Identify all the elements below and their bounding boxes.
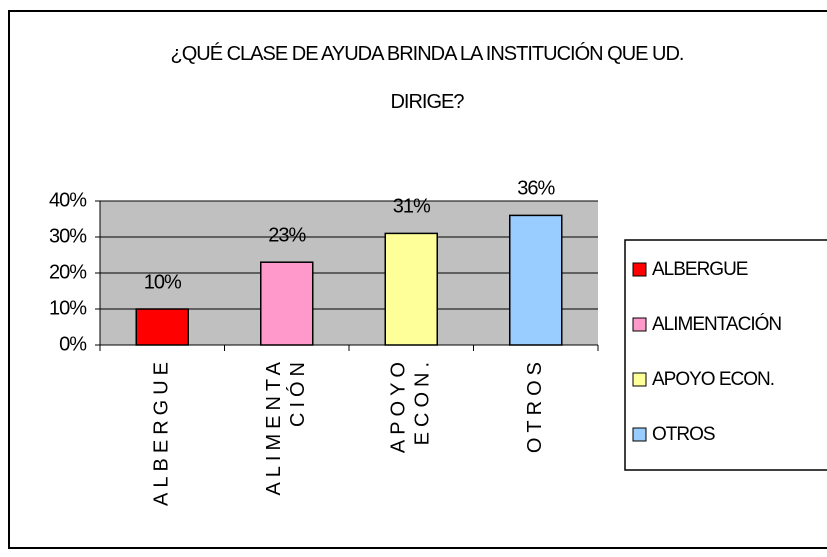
- x-tick-label-group: ALBERGUE: [151, 357, 173, 506]
- x-tick-label: OTROS: [524, 357, 546, 453]
- legend-box: [624, 239, 827, 471]
- legend-label: ALBERGUE: [652, 259, 748, 280]
- y-tick-label: 10%: [49, 297, 87, 319]
- data-label: 31%: [393, 196, 431, 218]
- chart-title: ¿QUÉ CLASE DE AYUDA BRINDA LA INSTITUCIÓ…: [171, 42, 684, 113]
- legend-swatch: [632, 317, 647, 332]
- x-tick-label: ALIMENTA CIÓN: [263, 357, 309, 496]
- legend-swatch: [632, 427, 647, 442]
- x-tick-label-group: OTROS: [524, 357, 546, 453]
- data-label: 36%: [517, 178, 555, 200]
- legend-label: ALIMENTACIÓN: [652, 313, 781, 335]
- legend-label: APOYO ECON.: [652, 369, 774, 390]
- y-tick-label: 30%: [49, 225, 87, 247]
- bar: [509, 214, 563, 346]
- bar: [260, 261, 314, 346]
- x-tick-label-group: APOYO ECON.: [388, 357, 434, 453]
- y-tick-label: 40%: [49, 189, 87, 211]
- data-label: 10%: [144, 271, 182, 293]
- bar: [135, 308, 189, 346]
- y-tick-label: 20%: [49, 261, 87, 283]
- x-tick-label-group: ALIMENTA CIÓN: [263, 357, 309, 496]
- legend-swatch: [632, 372, 647, 387]
- x-tick-label: APOYO ECON.: [388, 357, 434, 453]
- legend-swatch: [632, 262, 647, 277]
- bar: [384, 232, 438, 346]
- legend-label: OTROS: [652, 424, 715, 445]
- data-label: 23%: [268, 224, 306, 246]
- x-tick-label: ALBERGUE: [151, 357, 173, 506]
- y-tick-label: 0%: [59, 333, 87, 355]
